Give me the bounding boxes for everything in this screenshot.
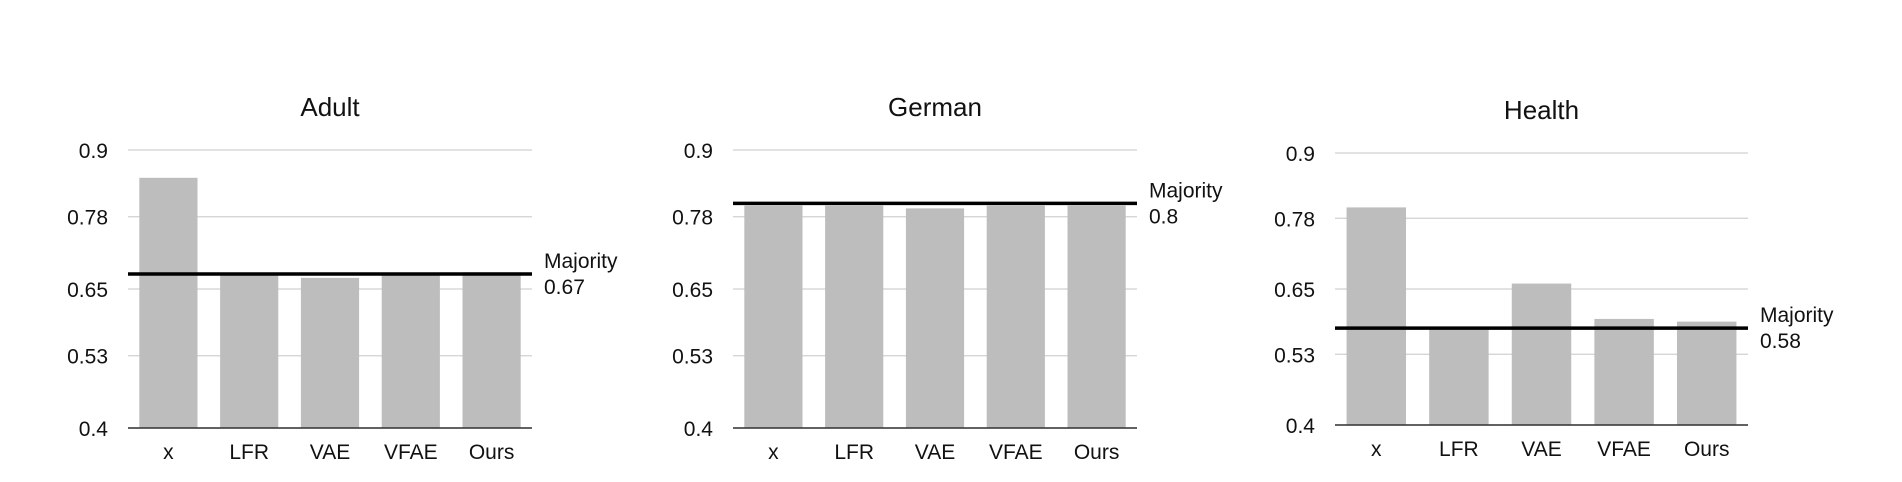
bar-x [744, 205, 803, 428]
y-tick-label: 0.78 [67, 207, 108, 230]
y-tick-label: 0.78 [1274, 208, 1315, 231]
bar-vae [300, 277, 360, 428]
majority-label: Majority [544, 250, 618, 273]
x-tick-label: VAE [310, 441, 350, 464]
x-tick-label: LFR [1439, 438, 1479, 461]
bar-lfr [825, 205, 884, 428]
majority-label: Majority [1149, 179, 1223, 202]
x-tick-label: VAE [915, 441, 955, 464]
y-tick-label: 0.65 [672, 279, 713, 302]
majority-value-label: 0.58 [1760, 330, 1801, 353]
x-tick-label: Ours [1684, 438, 1730, 461]
chart-panel-adult: Adult 0.4 0.53 0.65 0.78 0.9 x LFR VAE VFAE Ours Ma… [67, 92, 618, 464]
x-tick-label: Ours [469, 441, 515, 464]
majority-value-label: 0.8 [1149, 205, 1178, 228]
bar-x [1346, 207, 1407, 425]
chart-title: German [888, 92, 982, 122]
y-tick-label: 0.4 [684, 418, 714, 441]
chart-title: Health [1504, 95, 1579, 125]
x-tick-label: LFR [834, 441, 874, 464]
y-tick-label: 0.4 [1286, 415, 1316, 438]
bar-vfae [381, 275, 440, 428]
chart-panel-health: Health 0.4 0.53 0.65 0.78 0.9 x LFR VAE VFAE Ours M… [1274, 95, 1834, 461]
x-tick-label: x [1371, 438, 1382, 461]
bar-ours [1676, 321, 1737, 425]
chart-panel-german: German 0.4 0.53 0.65 0.78 0.9 x LFR VAE VFAE Ours M… [672, 92, 1223, 464]
y-tick-label: 0.53 [67, 346, 108, 369]
y-tick-label: 0.53 [672, 346, 713, 369]
y-tick-label: 0.78 [672, 207, 713, 230]
bar-ours [462, 272, 521, 428]
majority-value-label: 0.67 [544, 276, 585, 299]
y-tick-label: 0.65 [67, 279, 108, 302]
x-tick-label: LFR [229, 441, 269, 464]
x-tick-label: VFAE [1597, 438, 1651, 461]
x-tick-label: VFAE [989, 441, 1043, 464]
bar-lfr [1429, 327, 1489, 425]
x-tick-label: x [768, 441, 779, 464]
y-tick-label: 0.9 [684, 140, 713, 163]
x-tick-label: Ours [1074, 441, 1120, 464]
x-tick-label: VFAE [384, 441, 438, 464]
x-tick-label: x [163, 441, 174, 464]
bar-vae [905, 208, 965, 428]
y-tick-label: 0.65 [1274, 279, 1315, 302]
y-tick-label: 0.9 [1286, 143, 1315, 166]
chart-title: Adult [300, 92, 360, 122]
y-tick-label: 0.4 [79, 418, 109, 441]
y-tick-label: 0.9 [79, 140, 108, 163]
bar-vfae [986, 205, 1045, 428]
y-tick-label: 0.53 [1274, 344, 1315, 367]
bar-vae [1511, 283, 1572, 425]
bar-lfr [220, 275, 279, 428]
bar-x [139, 177, 198, 428]
bar-ours [1067, 205, 1126, 428]
bar-vfae [1594, 318, 1654, 425]
majority-label: Majority [1760, 304, 1834, 327]
x-tick-label: VAE [1521, 438, 1561, 461]
